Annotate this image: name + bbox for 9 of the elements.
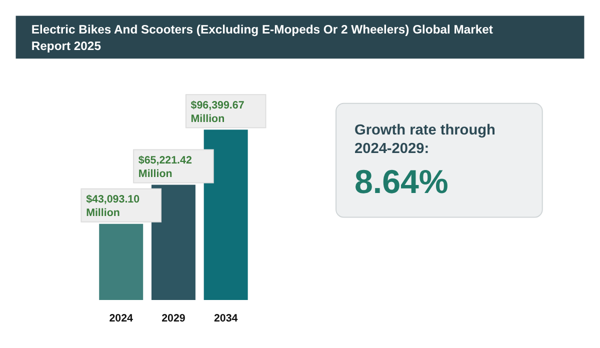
text: 8.64% <box>354 164 448 201</box>
chart-title: Electric Bikes And Scooters (Excluding E-Mopeds Or 2 Wheelers) Global Market Report 2025 <box>31 22 493 53</box>
data-label: $65,221.42 Million <box>138 154 192 180</box>
data-label: $96,399.67 Million <box>190 99 244 125</box>
x-tick-label: 2034 <box>214 312 238 324</box>
text: Growth rate through 2024-2029: <box>354 122 496 158</box>
data-label: $43,093.10 Million <box>86 193 140 220</box>
x-tick-label: 2029 <box>162 312 186 324</box>
x-tick-label: 2024 <box>109 312 134 324</box>
